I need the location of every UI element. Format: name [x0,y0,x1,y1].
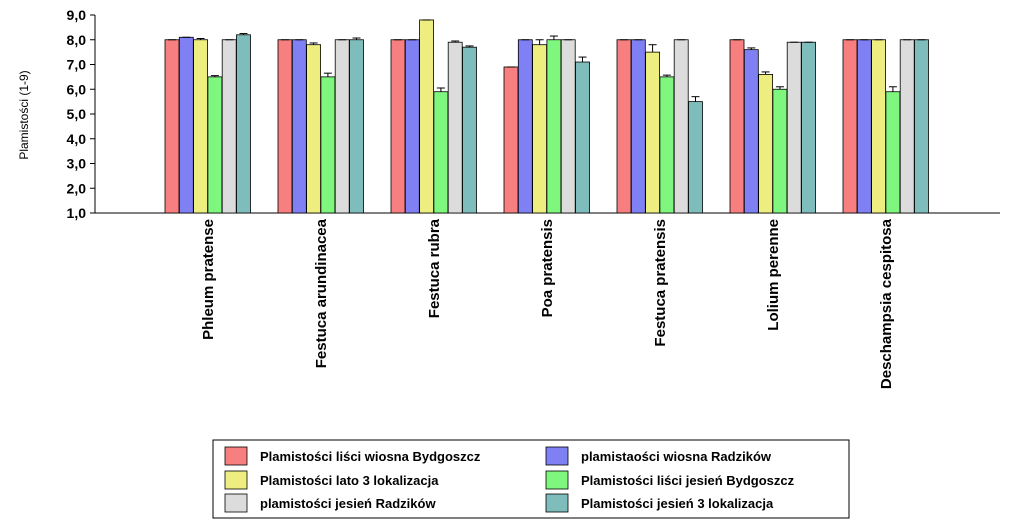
legend-swatch [545,493,569,513]
bar [433,91,449,214]
bar [419,19,435,214]
bar [659,76,675,214]
bar [575,61,590,214]
bar [221,39,237,214]
bar [729,39,745,214]
legend-label: Plamistości lato 3 lokalizacja [260,473,439,488]
bar [743,49,759,214]
bar [404,39,420,214]
legend-label: Plamistości jesień 3 lokalizacja [581,496,774,511]
x-tick-label: Poa pratensis [539,219,556,317]
bar [871,39,886,214]
x-tick-label: Festuca arundinacea [313,218,330,368]
legend-label: plamistości jesień Radzików [260,496,436,511]
bar [842,39,858,214]
y-tick-label: 1,0 [67,205,87,221]
bar [772,88,788,214]
bar [277,39,293,214]
bar [899,39,915,214]
legend-swatch [224,470,248,490]
bars [164,19,929,214]
bar [630,39,646,214]
bar [320,76,336,214]
y-tick-label: 9,0 [67,7,87,23]
bar [178,36,194,214]
y-tick-label: 2,0 [67,180,87,196]
bar [856,39,872,214]
y-tick-label: 3,0 [67,156,87,172]
legend: Plamistości liści wiosna Bydgoszcz plamis… [212,439,850,519]
bar [390,39,406,214]
bar [801,41,816,214]
bar [291,39,307,214]
legend-frame [212,439,850,519]
bar [334,39,350,214]
bar [786,41,802,214]
bar [164,39,180,214]
legend-swatch [224,493,248,513]
error-bars [168,19,926,102]
legend-label: Plamistości liści jesień Bydgoszcz [581,473,795,488]
x-tick-label: Festuca pratensis [652,219,669,347]
legend-swatch [545,446,569,466]
bar [758,74,773,214]
x-tick-label: Deschampsia cespitosa [878,218,895,389]
bar [207,76,223,214]
x-tick-label: Lolium perenne [765,219,782,331]
x-tick-label: Phleum pratense [200,219,217,340]
tick-labels: 1,0 2,0 3,0 4,0 5,0 6,0 7,0 8,0 9,0 Phleum praten… [67,7,895,389]
bar [517,39,533,214]
bar [546,39,562,214]
bar [462,46,477,214]
bar [616,39,632,214]
bar [306,44,322,214]
bar [193,39,209,214]
y-tick-label: 5,0 [67,106,87,122]
bar [560,39,576,214]
x-tick-label: Festuca rubra [426,218,443,318]
bar [447,41,463,214]
legend-label: plamistaości wiosna Radzików [581,449,772,464]
bar [349,39,364,214]
bar [673,39,689,214]
legend-swatch [545,470,569,490]
y-tick-label: 4,0 [67,131,87,147]
legend-swatch [224,446,248,466]
y-tick-label: 6,0 [67,81,87,97]
y-tick-label: 8,0 [67,32,87,48]
bar [503,66,519,214]
bar [236,34,251,214]
bar [532,44,547,214]
y-axis-label: Plamistości (1-9) [17,70,31,159]
bar [688,101,703,214]
bar [885,91,901,214]
bar [645,51,660,214]
bar [914,39,929,214]
y-tick-label: 7,0 [67,57,87,73]
legend-label: Plamistości liści wiosna Bydgoszcz [260,449,481,464]
